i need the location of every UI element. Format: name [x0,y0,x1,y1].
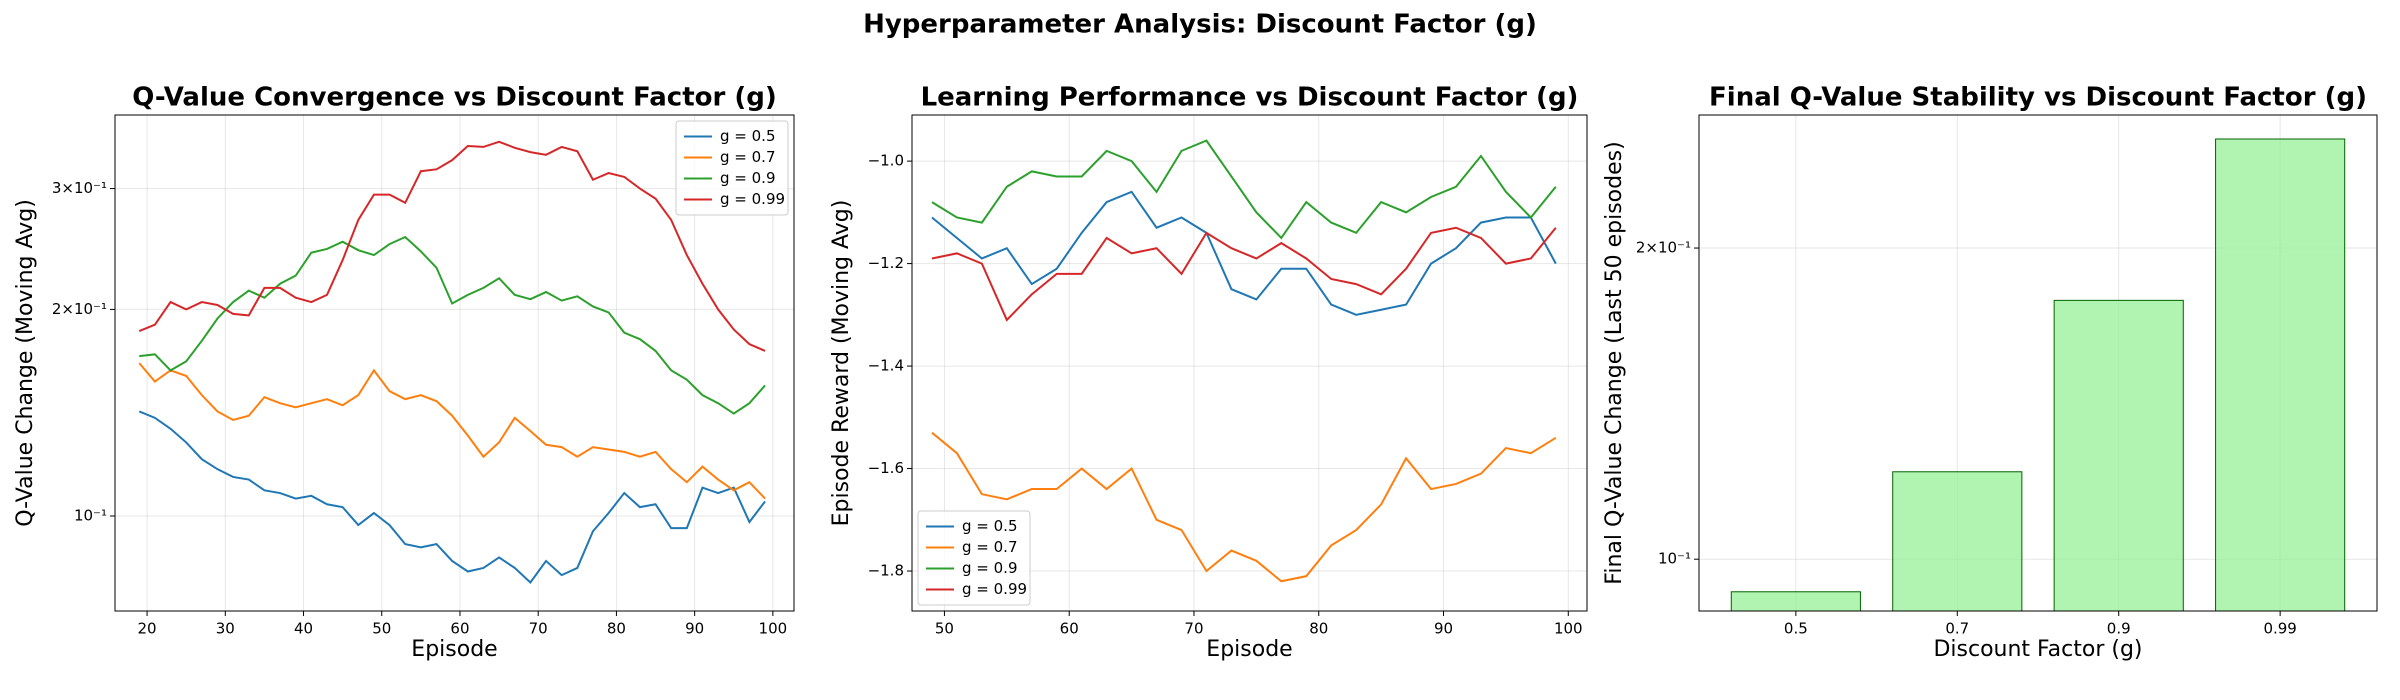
series-line [138,140,766,352]
bar [1892,471,2023,611]
legend-label: g = 0.9 [720,169,775,187]
axes-frame [114,114,795,612]
y-tick-label: 3×10⁻¹ [52,179,107,197]
y-tick-label: 2×10⁻¹ [52,300,107,318]
legend: g = 0.5 g = 0.7 g = 0.9 g = 0.99 [675,120,789,216]
legend-label: g = 0.7 [720,148,775,166]
x-tick-label: 30 [216,620,235,638]
x-tick-label: 80 [607,620,626,638]
y-tick-label: −1.0 [868,152,904,170]
axes-frame [1698,114,2378,612]
legend-label: g = 0.7 [962,538,1017,556]
x-axis-label: Episode [411,637,497,662]
y-axis-label: Q-Value Change (Moving Avg) [13,199,38,527]
subplot-title: Final Q-Value Stability vs Discount Fact… [1709,83,2367,113]
series-line [931,431,1557,583]
y-tick-label: −1.6 [868,459,904,477]
x-tick-label: 50 [372,620,391,638]
x-tick-label: 0.9 [2107,620,2131,638]
bar [2215,138,2346,611]
x-tick-label: 60 [1060,620,1079,638]
legend-label: g = 0.99 [962,580,1027,598]
series-line [138,410,766,584]
legend-box [675,120,789,216]
y-tick-label: −1.2 [868,254,904,272]
legend-label: g = 0.5 [962,517,1017,535]
y-tick-label: −1.8 [868,562,904,580]
x-tick-label: 40 [294,620,313,638]
x-tick-label: 90 [1434,620,1453,638]
y-axis-label: Final Q-Value Change (Last 50 episodes) [1602,141,1627,584]
subplot: 10⁻¹ 2×10⁻¹ 0.5 0.7 0.9 0.99 Final Q-Value Sta… [1602,83,2378,662]
series-line [138,362,766,500]
subplot-title: Q-Value Convergence vs Discount Factor (… [132,83,777,113]
x-tick-label: 70 [529,620,548,638]
axes-frame [911,114,1588,612]
bar [2053,299,2184,611]
subplot: 10⁻¹ 2×10⁻¹ 3×10⁻¹ 20 30 40 50 60 70 80 90 100 g = 0… [13,83,795,662]
bar [1730,591,1861,611]
legend-label: g = 0.5 [720,127,775,145]
x-tick-label: 0.7 [1945,620,1969,638]
x-tick-label: 70 [1184,620,1203,638]
legend: g = 0.5 g = 0.7 g = 0.9 g = 0.99 [917,510,1031,606]
x-tick-label: 50 [935,620,954,638]
x-tick-label: 80 [1309,620,1328,638]
x-axis-label: Episode [1206,637,1292,662]
x-tick-label: 100 [759,620,788,638]
x-tick-label: 90 [685,620,704,638]
x-tick-label: 0.5 [1784,620,1808,638]
series-line [931,226,1557,322]
x-tick-label: 100 [1554,620,1583,638]
subplot: −1.8 −1.6 −1.4 −1.2 −1.0 50 60 70 80 90 100 g = 0.5… [829,83,1588,662]
series-line [931,139,1557,240]
x-tick-label: 20 [138,620,157,638]
series-line [931,190,1557,316]
y-tick-label: 10⁻¹ [74,506,107,524]
legend-box [917,510,1031,606]
y-tick-label: 2×10⁻¹ [1636,239,1691,257]
subplot-title: Learning Performance vs Discount Factor … [921,83,1579,113]
x-tick-label: 0.99 [2263,620,2296,638]
figure-title: Hyperparameter Analysis: Discount Factor… [863,10,1537,40]
x-tick-label: 60 [450,620,469,638]
y-axis-label: Episode Reward (Moving Avg) [829,200,854,527]
legend-label: g = 0.99 [720,190,785,208]
y-tick-label: 10⁻¹ [1658,550,1691,568]
y-tick-label: −1.4 [868,357,904,375]
series-line [139,235,766,415]
x-axis-label: Discount Factor (g) [1933,637,2142,662]
legend-label: g = 0.9 [962,559,1017,577]
